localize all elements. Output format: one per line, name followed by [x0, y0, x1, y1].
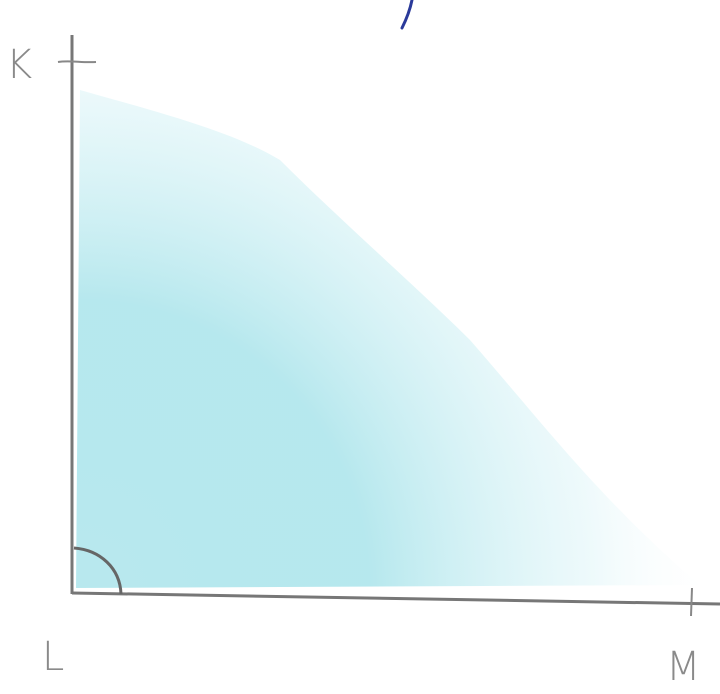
vertex-label: M: [666, 644, 701, 690]
vertex-label: L: [42, 634, 64, 680]
shaded-region: [76, 90, 700, 588]
vertex-label: K: [6, 42, 32, 88]
tick-k: [57, 60, 97, 64]
side-lm: [71, 591, 720, 606]
tick-m: [690, 587, 693, 617]
angle-arc: [73, 546, 123, 595]
pen-stroke: [400, 0, 414, 30]
